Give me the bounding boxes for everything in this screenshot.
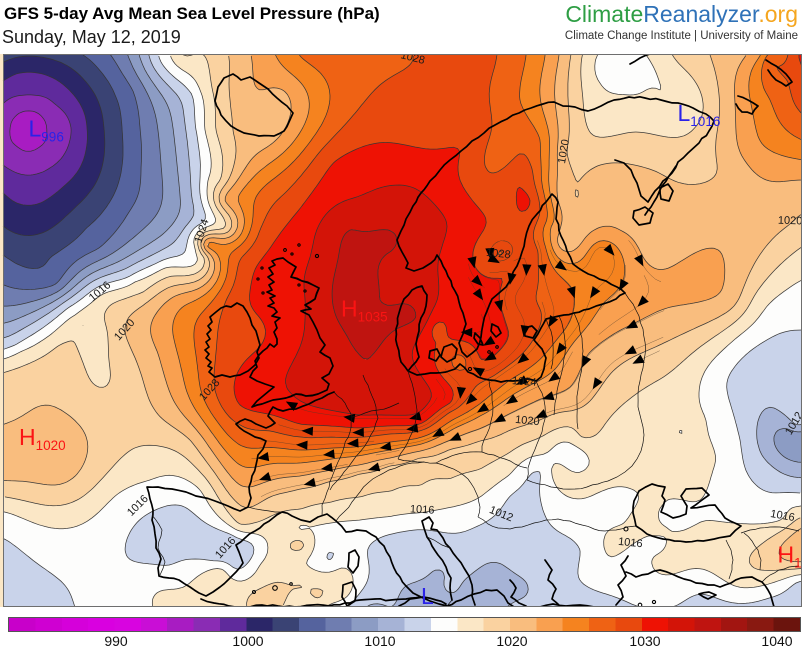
svg-text:1028: 1028 [486, 247, 512, 261]
svg-text:1016: 1016 [410, 503, 435, 516]
svg-text:H10: H10 [778, 542, 802, 571]
svg-text:1016: 1016 [769, 508, 795, 524]
svg-text:L: L [421, 583, 434, 607]
svg-text:1020: 1020 [556, 138, 572, 164]
svg-text:1016: 1016 [618, 536, 644, 550]
svg-text:1020: 1020 [515, 414, 541, 428]
svg-text:1020: 1020 [778, 215, 802, 228]
svg-text:1024: 1024 [512, 375, 537, 389]
